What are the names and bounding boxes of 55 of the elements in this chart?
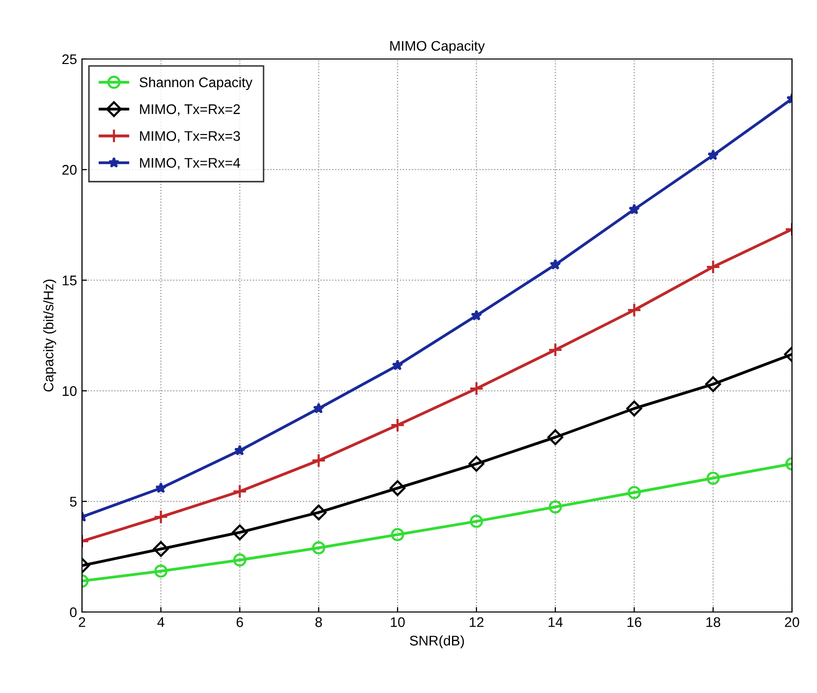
chart-title: MIMO Capacity: [390, 40, 485, 54]
x-tick-label: 2: [78, 617, 86, 627]
x-tick-label: 8: [315, 617, 322, 628]
legend-label: Shannon Capacity: [140, 77, 252, 90]
point: [390, 418, 405, 432]
point: [310, 504, 327, 520]
point: [312, 541, 326, 554]
point: [626, 302, 642, 318]
point: [232, 484, 248, 499]
point: [706, 472, 720, 485]
x-tick-label: 20: [784, 617, 800, 628]
point: [707, 149, 719, 160]
point: [232, 524, 248, 540]
point: [155, 482, 167, 494]
y-tick-label: 0: [70, 607, 77, 618]
x-tick-label: 12: [470, 617, 484, 627]
y-tick-label: 15: [62, 276, 77, 286]
y-tick-label: 10: [62, 386, 77, 396]
point: [547, 429, 564, 446]
legend-label: MIMO, Tx=Rx=2: [140, 104, 240, 116]
point: [548, 342, 563, 358]
point: [233, 553, 246, 567]
point: [628, 204, 640, 214]
y-tick-label: 5: [70, 496, 77, 507]
y-axis-title: Capacity (bit/s/Hz): [43, 280, 56, 392]
point: [313, 402, 324, 414]
point: [469, 381, 484, 396]
point: [470, 514, 484, 528]
point: [626, 400, 642, 416]
point: [152, 541, 169, 557]
x-axis-title: SNR(dB): [410, 635, 464, 648]
point: [234, 444, 246, 456]
point: [628, 486, 641, 500]
x-tick-label: 16: [628, 617, 642, 628]
y-tick-label: 20: [62, 164, 77, 175]
point: [390, 528, 404, 542]
point: [390, 480, 406, 496]
x-tick-label: 10: [390, 617, 405, 628]
point: [392, 359, 404, 370]
point: [154, 510, 168, 524]
point: [705, 376, 722, 392]
point: [706, 260, 720, 274]
point: [548, 500, 562, 514]
point: [470, 310, 482, 321]
y-tick-label: 25: [62, 54, 77, 64]
legend-label: MIMO, Tx=Rx=4: [140, 158, 240, 170]
point: [154, 564, 168, 578]
x-tick-label: 14: [548, 617, 563, 627]
legend-label: MIMO, Tx=Rx=3: [140, 131, 240, 143]
x-tick-label: 18: [706, 617, 720, 628]
point: [550, 258, 561, 270]
point: [468, 456, 484, 472]
x-tick-label: 4: [157, 617, 164, 627]
x-tick-label: 6: [236, 617, 244, 628]
point: [311, 453, 326, 468]
